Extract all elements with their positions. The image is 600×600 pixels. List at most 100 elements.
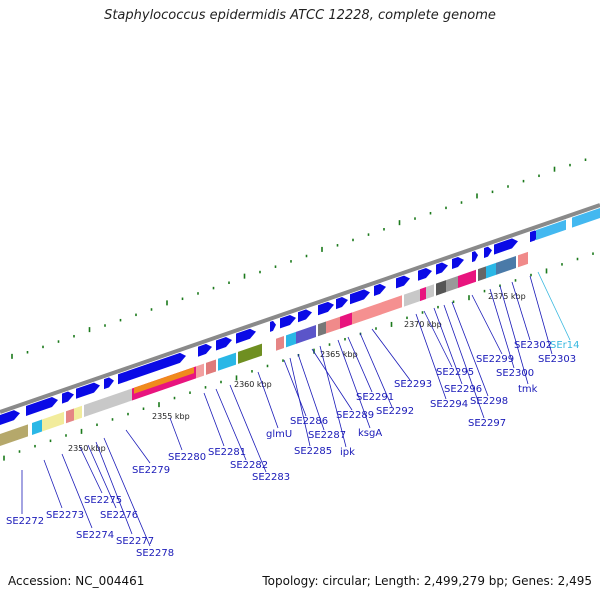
- gene-block[interactable]: [318, 321, 326, 337]
- gene-arrow[interactable]: [350, 289, 370, 305]
- gene-label[interactable]: SE2276: [100, 510, 138, 521]
- gene-arrow[interactable]: [76, 382, 100, 399]
- gene-arrow[interactable]: [26, 397, 58, 417]
- gene-arrow[interactable]: [298, 309, 312, 323]
- gene-label[interactable]: ipk: [340, 447, 355, 458]
- gene-block[interactable]: [0, 424, 28, 446]
- gene-arrow[interactable]: [374, 283, 386, 296]
- gene-block[interactable]: [518, 251, 528, 268]
- gene-arrow[interactable]: [396, 275, 410, 289]
- tick-mark: [135, 313, 137, 317]
- gene-block[interactable]: [340, 312, 352, 329]
- gene-block[interactable]: [458, 269, 476, 288]
- gene-label[interactable]: SE2286: [290, 416, 328, 427]
- gene-arrow[interactable]: [318, 301, 334, 316]
- gene-arrow[interactable]: [270, 320, 276, 332]
- gene-label[interactable]: SE2274: [76, 530, 114, 541]
- gene-label[interactable]: SE2296: [444, 384, 482, 395]
- gene-label[interactable]: SE2294: [430, 399, 468, 410]
- gene-block[interactable]: [496, 255, 516, 275]
- gene-block[interactable]: [134, 367, 194, 394]
- gene-label[interactable]: SE2277: [116, 536, 154, 547]
- gene-label[interactable]: glmU: [266, 429, 292, 440]
- gene-arrow[interactable]: [104, 377, 114, 390]
- gene-label[interactable]: SE2303: [538, 354, 576, 365]
- gene-label[interactable]: SE2291: [356, 392, 394, 403]
- gene-arrow[interactable]: [572, 208, 600, 228]
- gene-arrow[interactable]: [336, 297, 348, 310]
- gene-arrow[interactable]: [494, 238, 518, 255]
- gene-arrow[interactable]: [452, 256, 464, 270]
- gene-label[interactable]: SE2297: [468, 418, 506, 429]
- gene-block[interactable]: [486, 262, 496, 279]
- gene-block[interactable]: [218, 352, 236, 371]
- gene-block[interactable]: [32, 419, 42, 435]
- gene-label[interactable]: SE2299: [476, 354, 514, 365]
- gene-block[interactable]: [420, 287, 426, 302]
- gene-label[interactable]: SE2292: [376, 406, 414, 417]
- gene-arrow[interactable]: [436, 262, 448, 275]
- gene-label[interactable]: SE2282: [230, 460, 268, 471]
- gene-label[interactable]: SE2272: [6, 516, 44, 527]
- gene-label[interactable]: SE2300: [496, 368, 534, 379]
- gene-arrow[interactable]: [216, 337, 232, 351]
- genome-summary-text: Topology: circular; Length: 2,499,279 bp…: [262, 574, 592, 588]
- gene-label[interactable]: SE2280: [168, 452, 206, 463]
- gene-block[interactable]: [74, 405, 82, 421]
- tick-mark: [243, 273, 246, 279]
- gene-block[interactable]: [196, 363, 204, 379]
- gene-label[interactable]: SE2287: [308, 430, 346, 441]
- gene-arrow[interactable]: [62, 391, 74, 404]
- gene-label[interactable]: SE2302: [514, 340, 552, 351]
- gene-label[interactable]: SE2283: [252, 472, 290, 483]
- tick-mark: [468, 295, 470, 301]
- gene-block[interactable]: [326, 316, 340, 334]
- tick-mark: [452, 300, 455, 304]
- reverse-strand-genes[interactable]: [0, 251, 528, 446]
- leader-line-trna: [537, 271, 571, 341]
- gene-arrow[interactable]: [0, 410, 20, 425]
- gene-block[interactable]: [66, 408, 74, 424]
- gene-label[interactable]: SE2295: [436, 367, 474, 378]
- gene-arrow[interactable]: [198, 343, 212, 357]
- gene-label[interactable]: SE2289: [336, 410, 374, 421]
- gene-block[interactable]: [238, 343, 262, 364]
- gene-arrow[interactable]: [118, 352, 186, 385]
- gene-block[interactable]: [286, 331, 296, 348]
- gene-block[interactable]: [276, 336, 284, 351]
- gene-label[interactable]: tmk: [518, 384, 538, 395]
- forward-strand-genes[interactable]: [0, 208, 600, 425]
- gene-arrow[interactable]: [484, 246, 492, 259]
- gene-block[interactable]: [352, 295, 402, 325]
- gene-label[interactable]: SE2298: [470, 396, 508, 407]
- gene-block[interactable]: [446, 275, 458, 293]
- gene-arrow[interactable]: [280, 314, 296, 329]
- gene-arrow[interactable]: [536, 219, 566, 241]
- tick-mark: [197, 292, 199, 295]
- tick-mark: [538, 174, 540, 178]
- gene-arrow[interactable]: [236, 328, 256, 344]
- gene-block[interactable]: [296, 324, 316, 344]
- gene-label[interactable]: SE2279: [132, 465, 170, 476]
- gene-label[interactable]: SE2285: [294, 446, 332, 457]
- gene-arrow[interactable]: [418, 268, 432, 281]
- tick-mark: [514, 279, 517, 282]
- gene-block[interactable]: [436, 280, 446, 296]
- gene-label[interactable]: SE2275: [84, 495, 122, 506]
- gene-block[interactable]: [42, 411, 64, 432]
- gene-block[interactable]: [404, 289, 420, 307]
- gene-block[interactable]: [426, 284, 434, 300]
- gene-block[interactable]: [206, 359, 216, 375]
- gene-label[interactable]: ksgA: [358, 428, 382, 439]
- gene-arrow[interactable]: [472, 251, 478, 263]
- gene-label[interactable]: SE2273: [46, 510, 84, 521]
- gene-label[interactable]: SEr14: [550, 340, 580, 351]
- tick-mark: [119, 318, 122, 322]
- gene-block[interactable]: [84, 388, 132, 418]
- gene-label[interactable]: SE2293: [394, 379, 432, 390]
- tick-mark: [328, 343, 331, 346]
- gene-block[interactable]: [478, 266, 486, 282]
- gene-label[interactable]: SE2281: [208, 447, 246, 458]
- gene-label[interactable]: SE2278: [136, 548, 174, 559]
